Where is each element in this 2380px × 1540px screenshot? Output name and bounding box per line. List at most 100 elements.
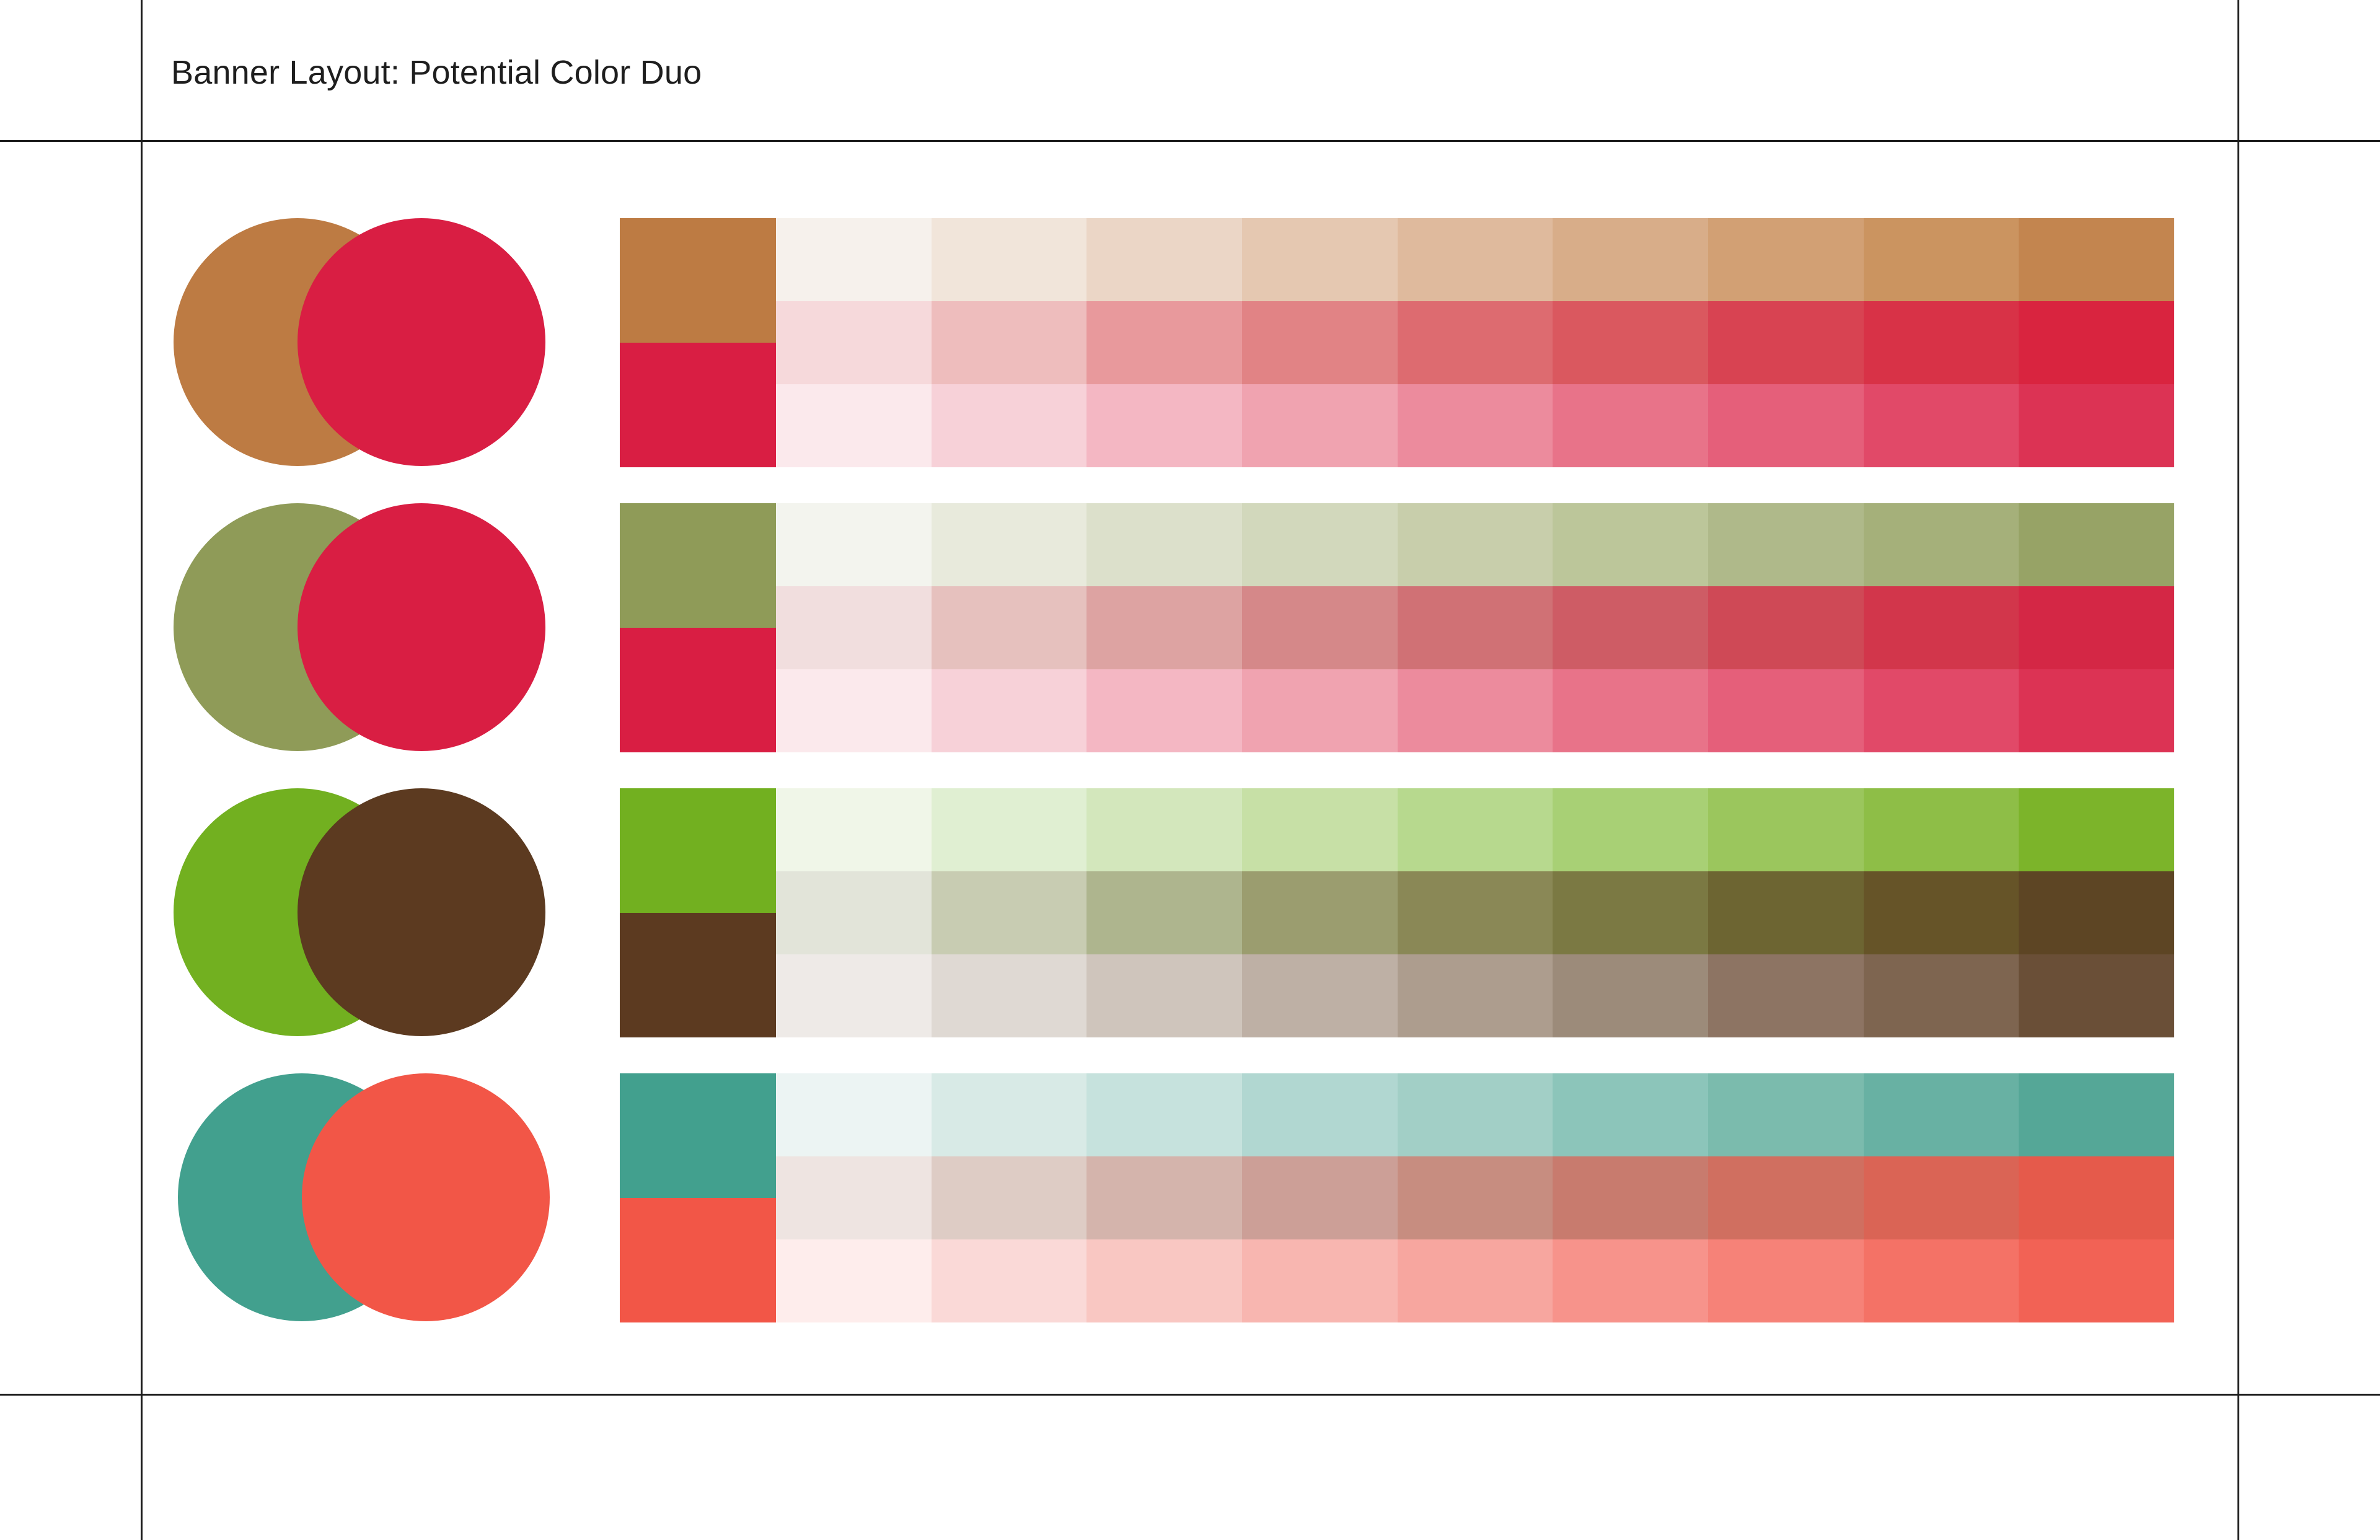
color-swatch	[1086, 669, 1243, 752]
palette-panel	[620, 1073, 2175, 1322]
color-swatch	[1397, 384, 1553, 467]
color-swatch	[931, 954, 1087, 1037]
tint-strip	[776, 218, 2175, 301]
color-swatch	[1397, 503, 1553, 586]
color-swatch	[2019, 503, 2175, 586]
color-swatch	[1553, 586, 1709, 669]
color-swatch	[1863, 1239, 2019, 1322]
color-duo-row	[0, 218, 2380, 467]
color-swatch	[1242, 669, 1398, 752]
secondary-base-swatch	[620, 913, 776, 1037]
color-swatch	[1708, 871, 1864, 954]
color-swatch	[1863, 954, 2019, 1037]
tint-strip	[776, 384, 2175, 467]
color-swatch	[776, 218, 932, 301]
tint-strip	[776, 586, 2175, 669]
color-swatch	[1397, 218, 1553, 301]
color-swatch	[1242, 218, 1398, 301]
color-swatch	[2019, 384, 2175, 467]
color-swatch	[1397, 1073, 1553, 1156]
color-swatch	[1553, 1239, 1709, 1322]
color-swatch	[776, 586, 932, 669]
color-swatch	[776, 301, 932, 384]
color-swatch	[1863, 384, 2019, 467]
color-swatch	[1553, 871, 1709, 954]
color-swatch	[1242, 1156, 1398, 1239]
color-swatch	[1863, 503, 2019, 586]
color-swatch	[776, 1156, 932, 1239]
color-swatch	[1553, 301, 1709, 384]
color-swatch	[2019, 1073, 2175, 1156]
primary-base-swatch	[620, 218, 776, 343]
color-swatch	[1863, 586, 2019, 669]
color-swatch	[2019, 954, 2175, 1037]
tint-strip	[776, 1073, 2175, 1156]
secondary-base-swatch	[620, 628, 776, 752]
color-swatch	[1553, 1156, 1709, 1239]
color-swatch	[1708, 1073, 1864, 1156]
color-swatch	[776, 788, 932, 871]
color-swatch	[1708, 218, 1864, 301]
color-swatch	[2019, 586, 2175, 669]
color-swatch	[1553, 218, 1709, 301]
color-swatch	[1397, 586, 1553, 669]
tint-strip	[776, 301, 2175, 384]
color-swatch	[2019, 218, 2175, 301]
frame-rule-right	[2237, 0, 2239, 1540]
color-swatch	[1397, 301, 1553, 384]
color-swatch	[1086, 384, 1243, 467]
color-swatch	[1086, 954, 1243, 1037]
color-swatch	[776, 503, 932, 586]
color-swatch	[1242, 1073, 1398, 1156]
color-swatch	[931, 503, 1087, 586]
tint-strip	[776, 1156, 2175, 1239]
color-swatch	[1397, 788, 1553, 871]
color-swatch	[1863, 1073, 2019, 1156]
secondary-base-swatch	[620, 343, 776, 467]
color-swatch	[1397, 1239, 1553, 1322]
color-swatch	[931, 1156, 1087, 1239]
color-swatch	[1708, 1239, 1864, 1322]
color-swatch	[2019, 669, 2175, 752]
color-swatch	[1242, 788, 1398, 871]
frame-rule-top	[0, 140, 2380, 142]
secondary-color-circle	[298, 503, 545, 751]
color-swatch	[931, 1239, 1087, 1322]
color-swatch	[1553, 503, 1709, 586]
color-swatch	[776, 1239, 932, 1322]
color-swatch	[931, 384, 1087, 467]
palette-panel	[620, 218, 2175, 467]
color-swatch	[1242, 384, 1398, 467]
color-swatch	[1086, 1156, 1243, 1239]
color-swatch	[931, 788, 1087, 871]
color-swatch	[1242, 871, 1398, 954]
color-swatch	[1242, 503, 1398, 586]
secondary-color-circle	[298, 218, 545, 466]
color-duo-row	[0, 1073, 2380, 1322]
color-swatch	[1242, 1239, 1398, 1322]
color-swatch	[1708, 954, 1864, 1037]
color-swatch	[1553, 788, 1709, 871]
color-swatch	[1242, 954, 1398, 1037]
color-swatch	[1086, 1239, 1243, 1322]
primary-base-swatch	[620, 503, 776, 628]
color-swatch	[931, 669, 1087, 752]
frame-rule-left	[141, 0, 143, 1540]
color-swatch	[1553, 1073, 1709, 1156]
tint-strip	[776, 871, 2175, 954]
color-swatch	[1242, 301, 1398, 384]
tint-strip	[776, 669, 2175, 752]
secondary-color-circle	[302, 1073, 550, 1321]
color-swatch	[1708, 384, 1864, 467]
color-swatch	[1397, 1156, 1553, 1239]
color-swatch	[1863, 788, 2019, 871]
color-swatch	[1863, 669, 2019, 752]
secondary-color-circle	[298, 788, 545, 1036]
color-swatch	[2019, 871, 2175, 954]
frame-rule-bottom	[0, 1394, 2380, 1396]
tint-strip	[776, 1239, 2175, 1322]
color-swatch	[2019, 1239, 2175, 1322]
color-swatch	[1863, 871, 2019, 954]
color-swatch	[1863, 1156, 2019, 1239]
color-swatch	[2019, 1156, 2175, 1239]
